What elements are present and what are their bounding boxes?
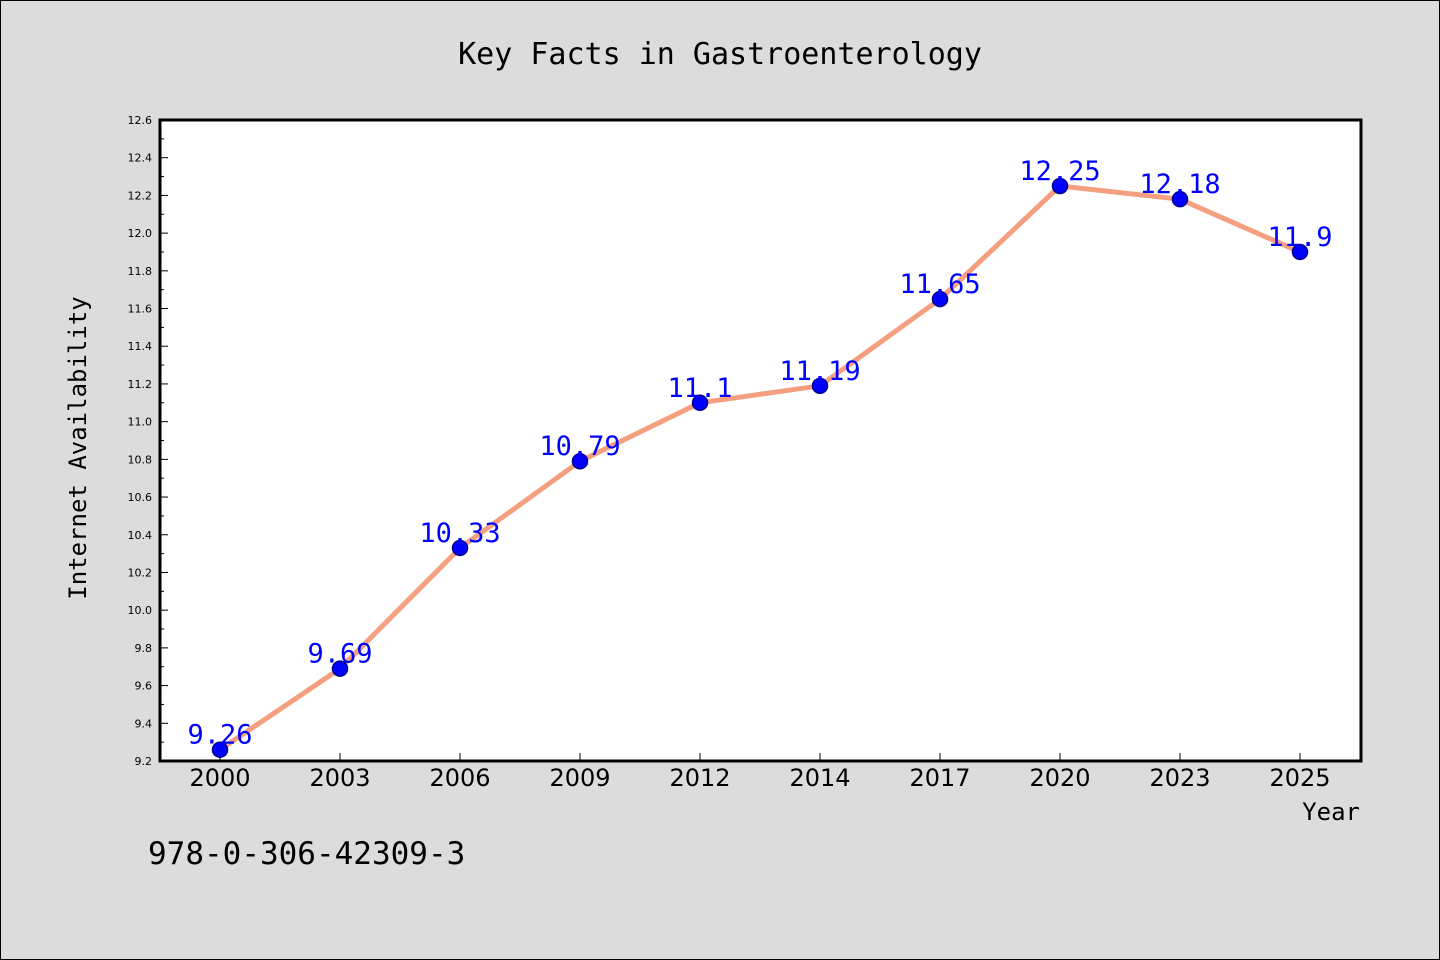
y-tick-label: 10.4 xyxy=(128,529,153,542)
y-tick-label: 11.4 xyxy=(128,340,153,353)
x-tick-label: 2012 xyxy=(669,764,730,792)
data-label: 11.1 xyxy=(667,373,732,404)
data-label: 11.65 xyxy=(899,269,980,300)
data-point xyxy=(1171,190,1189,208)
x-tick-label: 2006 xyxy=(429,764,490,792)
y-tick-label: 11.8 xyxy=(128,265,153,278)
y-tick-label: 9.4 xyxy=(135,717,153,730)
y-tick-label: 9.2 xyxy=(135,755,153,768)
x-tick-label: 2000 xyxy=(189,764,250,792)
data-label: 12.25 xyxy=(1019,156,1100,187)
data-label: 11.9 xyxy=(1267,222,1332,253)
y-tick-label: 11.2 xyxy=(128,378,153,391)
y-tick-label: 9.8 xyxy=(135,642,153,655)
y-tick-label: 10.8 xyxy=(128,453,153,466)
data-label: 9.26 xyxy=(187,720,252,751)
series-line xyxy=(218,183,1302,752)
y-tick-label: 12.0 xyxy=(128,227,153,240)
y-tick-label: 11.6 xyxy=(128,303,153,316)
x-tick-label: 2023 xyxy=(1149,764,1210,792)
data-point xyxy=(1051,177,1069,195)
y-axis-label: Internet Availability xyxy=(64,296,92,599)
y-tick-label: 12.2 xyxy=(128,189,153,202)
data-point xyxy=(451,539,469,557)
data-point xyxy=(811,377,829,395)
x-tick-label: 2009 xyxy=(549,764,610,792)
data-point xyxy=(211,741,229,758)
y-tick-label: 12.6 xyxy=(128,114,153,127)
y-tick-label: 10.0 xyxy=(128,604,153,617)
chart-title: Key Facts in Gastroenterology xyxy=(458,37,982,72)
data-point xyxy=(1291,243,1309,261)
data-point xyxy=(691,394,709,412)
x-tick-label: 2025 xyxy=(1269,764,1330,792)
plot-area xyxy=(158,118,1363,763)
x-axis-label: Year xyxy=(1302,798,1360,826)
y-tick-label: 12.4 xyxy=(128,152,153,165)
y-tick-label: 9.6 xyxy=(135,680,153,693)
x-axis: 2000 2003 2006 2009 2012 2014 2017 2020 2023 2025 xyxy=(189,753,1331,792)
x-tick-label: 2017 xyxy=(909,764,970,792)
x-tick-label: 2003 xyxy=(309,764,370,792)
data-label: 10.33 xyxy=(419,518,500,549)
series-line-group: 9.26 9.69 10.33 10.79 11.1 11.19 11.65 12.25 12.… xyxy=(187,156,1333,758)
data-label: 10.79 xyxy=(539,431,620,462)
y-axis: 9.2 9.4 9.6 9.8 10.0 10.2 10.4 10.6 10.8 11.0 11.2… xyxy=(128,114,168,768)
data-label: 11.19 xyxy=(779,356,860,387)
data-point xyxy=(571,452,589,470)
data-point xyxy=(331,660,349,677)
footnote-isbn: 978-0-306-42309-3 xyxy=(148,836,465,872)
y-tick-label: 10.2 xyxy=(128,566,153,579)
y-tick-label: 10.6 xyxy=(128,491,153,504)
data-label: 12.18 xyxy=(1139,169,1220,200)
x-tick-label: 2014 xyxy=(789,764,850,792)
data-label: 9.69 xyxy=(307,639,372,670)
y-tick-label: 11.0 xyxy=(128,416,153,429)
x-tick-label: 2020 xyxy=(1029,764,1090,792)
data-point xyxy=(931,290,949,308)
